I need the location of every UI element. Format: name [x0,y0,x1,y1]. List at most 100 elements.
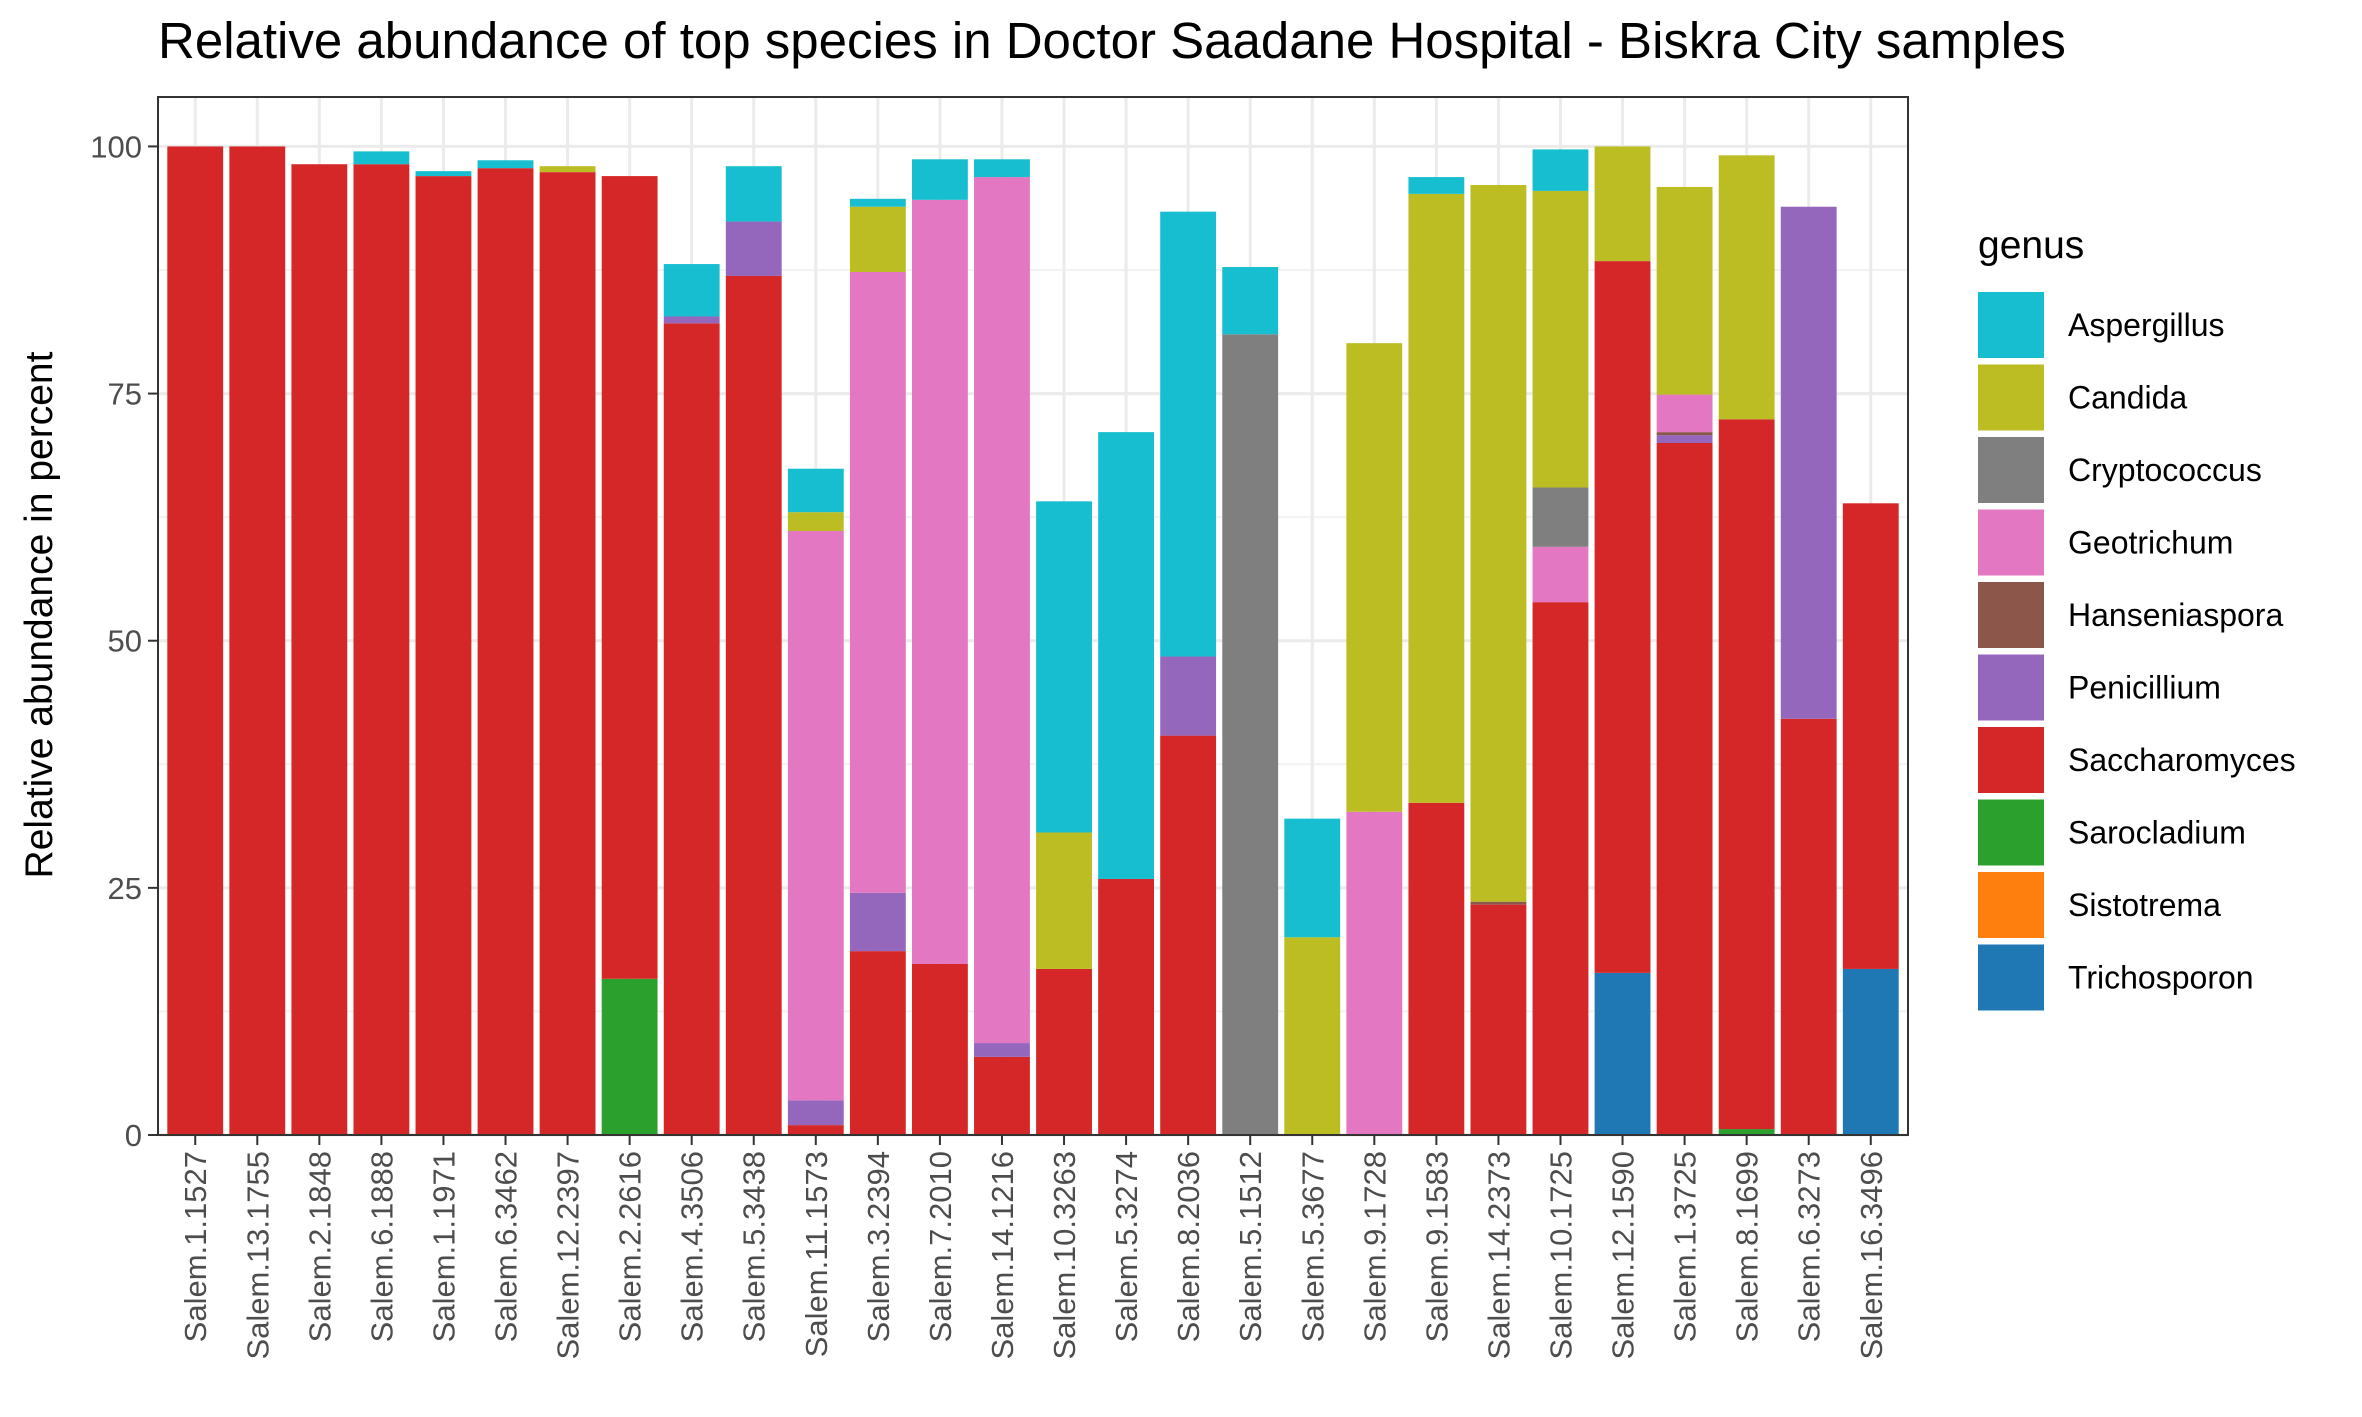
legend-title: genus [1978,224,2084,267]
legend-label: Trichosporon [2068,960,2254,996]
bar-segment [229,146,286,1135]
bar-segment [974,159,1030,178]
bar-segment [1036,968,1092,1135]
x-tick-label: Salem.9.1728 [1357,1151,1392,1342]
chart-title: Relative abundance of top species in Doc… [158,12,2066,69]
bar-segment [1222,334,1279,1135]
bar-segment [1656,394,1713,433]
bar-segment [1656,186,1713,395]
bar-segment [1284,937,1341,1135]
bar-segment [1408,802,1465,1135]
bar-segment [1284,818,1341,938]
bar-segment [1470,184,1527,902]
x-tick-label: Salem.2.2616 [613,1151,648,1342]
bar-segment [1656,435,1713,443]
bar-segment [477,168,534,1136]
x-tick-label: Salem.9.1583 [1419,1151,1454,1342]
legend: genus Aspergillus Candida Cryptococcus Geot… [1978,224,2296,1011]
y-tick-label: 50 [108,624,142,659]
bar-segment [1656,443,1713,1135]
x-tick-label: Salem.5.3438 [737,1151,772,1342]
bar-segment [849,951,906,1135]
bar-segment [1470,904,1527,1135]
x-tick-label: Salem.12.1590 [1606,1151,1641,1360]
bar-segment [1036,501,1092,833]
bar-segment [849,206,906,272]
bar-segment [725,275,782,1136]
bar-segment [725,221,782,276]
x-tick-label: Salem.8.1699 [1730,1151,1765,1342]
bar-segment [1842,503,1899,969]
bar-segment [787,530,844,1101]
bar-segment [974,1043,1030,1057]
bar-segment [663,323,720,1136]
legend-label: Candida [2068,380,2187,416]
legend-label: Sistotrema [2068,887,2221,923]
legend-label: Cryptococcus [2068,452,2262,488]
bar-segment [353,151,410,165]
bar-segment [663,316,720,324]
bar-segment [1594,972,1651,1135]
bar-segment [663,264,720,317]
x-tick-label: Salem.2.1848 [302,1151,337,1342]
bar-segment [1222,267,1279,335]
x-tick-label: Salem.5.3274 [1109,1151,1144,1342]
bar-segment [849,198,906,207]
bar-segment [974,177,1030,1044]
bar-segment [787,1100,844,1126]
bar-segment [477,160,534,169]
bar-segment [539,172,596,1136]
bar-segment [601,176,658,979]
x-tick-label: Salem.10.1725 [1543,1151,1578,1360]
x-tick-label: Salem.1.3725 [1668,1151,1703,1342]
legend-key [1978,437,2044,503]
x-tick-label: Salem.14.1216 [985,1151,1020,1360]
x-tick-label: Salem.16.3496 [1854,1151,1889,1360]
bar-segment [849,271,906,893]
legend-key [1978,292,2044,358]
bar-segment [1470,901,1527,905]
x-tick-label: Salem.6.1888 [364,1151,399,1342]
bar-segment [1160,735,1217,1135]
x-tick-label: Salem.8.2036 [1171,1151,1206,1342]
plot-border [157,96,1909,1136]
y-axis-title: Relative abundance in percent [18,351,61,878]
y-tick-label: 100 [90,129,142,164]
x-tick-label: Salem.3.2394 [861,1151,896,1342]
legend-key [1978,582,2044,648]
x-tick-label: Salem.1.1971 [426,1151,461,1342]
bar-segment [911,199,968,964]
legend-key [1978,727,2044,793]
bar-segment [974,1056,1030,1135]
legend-key [1978,799,2044,866]
bar-segment [1718,419,1775,1130]
bar-segment [787,468,844,513]
bar-segment [1532,602,1589,1135]
x-tick-label: Salem.11.1573 [799,1151,834,1357]
legend-key [1978,944,2044,1011]
bar-segment [1532,546,1589,603]
plot-area: 0 25 50 75 100 Salem.1.1527 Salem.13.1755 Salem… [90,96,1909,1360]
bar-segment [1160,211,1217,657]
x-tick-label: Salem.13.1755 [240,1151,275,1360]
bar-segment [1532,190,1589,488]
y-tick-label: 75 [108,377,142,412]
bar-segment [601,978,658,1135]
bar-segment [1594,146,1651,262]
bar-segment [167,146,224,1135]
legend-label: Saccharomyces [2068,742,2296,778]
bar-segment [1842,968,1899,1135]
bar-segment [1098,432,1155,879]
bar-segment [1408,193,1465,803]
bar-segment [1780,718,1837,1135]
bar-segment [1160,656,1217,736]
bar-segment [415,171,472,177]
bar-segment [911,159,968,200]
legend-label: Hanseniaspora [2068,597,2283,633]
y-tick-label: 0 [125,1118,142,1153]
bar-segment [787,512,844,531]
bar-segment [1346,811,1403,1135]
bar-segment [849,892,906,952]
bar-segment [291,164,348,1136]
